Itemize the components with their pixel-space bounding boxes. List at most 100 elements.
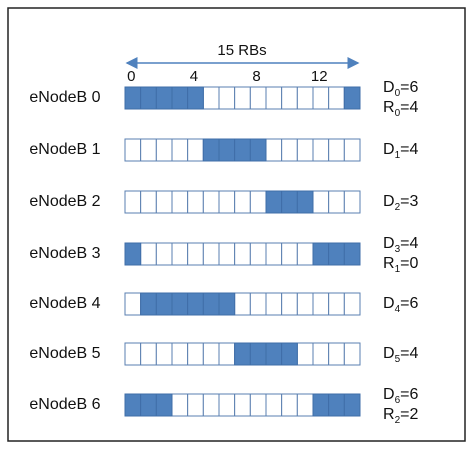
rb-cell [171,242,189,266]
rb-cell [234,242,251,266]
note-rest: =4 [400,99,418,116]
rb-cell [312,342,330,366]
rb-cell [343,292,361,316]
rb-cell [124,292,142,316]
enodeb-label: eNodeB 6 [29,396,100,413]
rb-filled [265,190,283,214]
rb-cell [155,242,173,266]
rb-cell [171,342,189,366]
resource-note: R2=2 [383,406,418,425]
rb-cell [296,292,314,316]
rb-cell [171,138,189,162]
rb-cell [249,292,267,316]
rb-cell [124,342,142,366]
rb-filled [124,393,142,417]
rb-filled [202,292,220,316]
rb-cell [218,86,236,110]
note-rest: =3 [400,193,418,210]
rb-cell [171,190,189,214]
enodeb-label: eNodeB 0 [29,89,100,106]
note-rest: =6 [400,79,418,96]
rb-filled [171,86,189,110]
rb-cell [218,342,236,366]
note-sub: 2 [395,202,401,213]
rb-cell [187,138,204,162]
rb-filled [296,190,314,214]
note-sub: 0 [395,108,401,119]
rb-cell [249,393,267,417]
rb-cell [202,342,220,366]
note-name: D [383,141,395,158]
rb-cell [234,292,251,316]
enodeb-label: eNodeB 4 [29,295,100,312]
rb-filled [343,242,361,266]
note-rest: =6 [400,386,418,403]
resource-note: D5=4 [383,345,418,364]
rb-cell [218,190,236,214]
rb-cell [249,86,267,110]
rb-cell [218,242,236,266]
rb-cell [155,342,173,366]
rb-filled [234,342,251,366]
rb-cell [328,190,345,214]
note-name: D [383,235,395,252]
enodeb-label: eNodeB 2 [29,193,100,210]
rb-cell [281,242,298,266]
rb-cell [202,242,220,266]
rb-cell [265,242,283,266]
rb-cell [140,242,157,266]
rb-cell [281,86,298,110]
rb-cell [343,342,361,366]
rb-filled [187,86,204,110]
rb-cell [187,242,204,266]
rb-cell [281,393,298,417]
rb-tick-label: 4 [190,68,198,85]
rb-cell [296,86,314,110]
rb-cell [265,292,283,316]
rb-filled [249,342,267,366]
note-name: D [383,386,395,403]
rb-cell [296,138,314,162]
rb-cell [296,393,314,417]
resource-note: D0=6 [383,79,418,98]
rb-filled [155,292,173,316]
resource-note: D2=3 [383,193,418,212]
rb-cell [265,86,283,110]
note-rest: =0 [400,255,418,272]
rb-filled [124,242,142,266]
note-name: D [383,345,395,362]
rb-cell [234,86,251,110]
rb-cell [187,190,204,214]
rb-cell [140,138,157,162]
rb-filled [218,292,236,316]
rb-cell [124,190,142,214]
note-rest: =4 [400,141,418,158]
rb-cell [296,342,314,366]
note-name: D [383,295,395,312]
rb-cell [328,292,345,316]
resource-note: R0=4 [383,99,418,118]
note-sub: 1 [395,264,401,275]
rb-filled [328,242,345,266]
note-sub: 5 [395,354,401,365]
rb-cell [202,190,220,214]
rb-filled [140,292,157,316]
rb-filled [234,138,251,162]
rb-filled [218,138,236,162]
note-name: R [383,406,395,423]
rb-cell [265,393,283,417]
rb-cell [328,342,345,366]
rb-filled [343,393,361,417]
rb-filled [343,86,361,110]
rb-filled [312,242,330,266]
rb-cell [171,393,189,417]
note-name: R [383,255,395,272]
note-sub: 2 [395,415,401,426]
rb-cell [249,190,267,214]
note-rest: =6 [400,295,418,312]
rb-filled [281,342,298,366]
rb-cell [265,138,283,162]
note-name: D [383,193,395,210]
rb-cell [281,292,298,316]
